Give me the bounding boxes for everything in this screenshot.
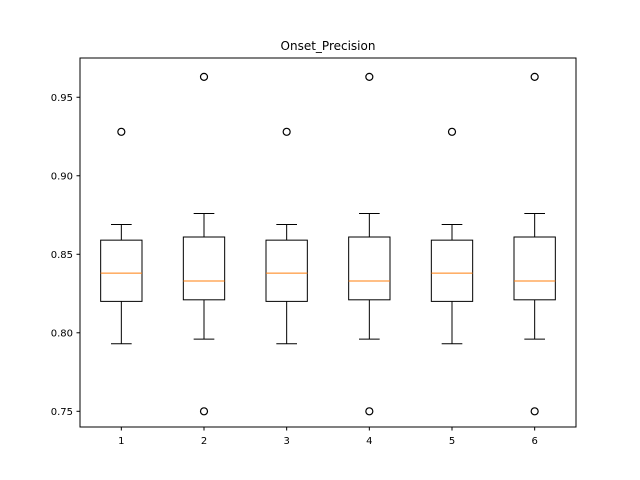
x-tick-label: 6 (531, 436, 537, 447)
outlier-point (199, 72, 209, 81)
x-tick-label: 1 (118, 436, 124, 447)
box-iqr (182, 236, 226, 301)
chart-title: Onset_Precision (281, 39, 376, 53)
outlier-point (447, 127, 457, 136)
box-iqr (348, 236, 391, 301)
box-iqr (265, 239, 308, 302)
outlier-point (282, 127, 291, 136)
x-tick-label: 3 (283, 436, 289, 447)
y-tick-label: 0.75 (51, 407, 73, 418)
axes-frame (79, 57, 577, 428)
x-tick-label: 2 (201, 436, 207, 447)
outlier-point (365, 407, 374, 416)
plot-area: 0.75 0.80 0.85 0.90 0.95 1 2 3 4 5 6 (51, 72, 556, 447)
outlier-point (530, 72, 539, 81)
outlier-point (199, 407, 209, 416)
y-tick-label: 0.85 (51, 250, 73, 261)
box-iqr (513, 236, 556, 301)
outlier-point (530, 407, 539, 416)
y-tick-label: 0.90 (51, 171, 73, 182)
outlier-point (365, 72, 374, 81)
y-tick-label: 0.95 (51, 93, 73, 104)
box-iqr (430, 239, 474, 302)
box-iqr (100, 239, 143, 302)
y-tick-label: 0.80 (51, 328, 73, 339)
x-tick-label: 4 (366, 436, 372, 447)
outlier-point (117, 127, 126, 136)
x-tick-label: 5 (449, 436, 455, 447)
